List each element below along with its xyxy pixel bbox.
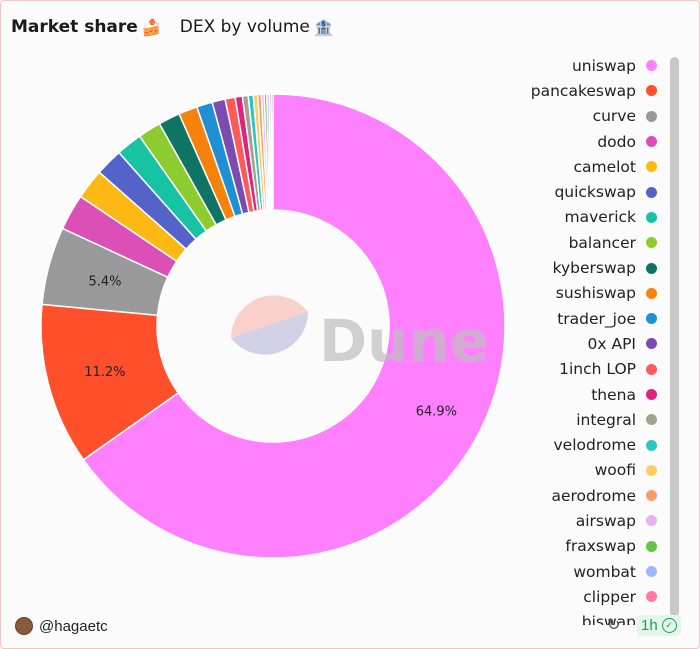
refresh-icon[interactable]: ↻ — [607, 617, 621, 634]
legend-label: sushiswap — [555, 284, 636, 303]
legend-item-1inch-lop[interactable]: 1inch LOP — [521, 357, 661, 382]
slice-biswap[interactable] — [270, 93, 274, 211]
legend-swatch — [646, 490, 657, 502]
legend-item-camelot[interactable]: camelot — [521, 154, 661, 179]
bank-icon: 🏦 — [313, 17, 334, 37]
legend-label: fraxswap — [565, 537, 636, 556]
legend-label: wombat — [573, 562, 636, 581]
legend-swatch — [646, 591, 657, 603]
legend-label: trader_joe — [557, 309, 636, 328]
legend-label: kyberswap — [552, 259, 636, 278]
legend-swatch — [646, 338, 657, 350]
legend-label: airswap — [575, 511, 636, 530]
legend-swatch — [646, 85, 657, 97]
legend-item-woofi[interactable]: woofi — [521, 458, 661, 483]
legend-item-velodrome[interactable]: velodrome — [521, 432, 661, 457]
author[interactable]: @hagaetc — [15, 617, 108, 635]
legend-swatch — [646, 262, 657, 274]
legend-label: 0x API — [587, 334, 636, 353]
check-icon: ✓ — [661, 618, 677, 633]
legend-swatch — [646, 211, 657, 223]
legend-swatch — [646, 414, 657, 426]
legend-item-dodo[interactable]: dodo — [521, 129, 661, 154]
slice-uniswap[interactable] — [82, 93, 506, 559]
legend-label: aerodrome — [551, 486, 636, 505]
legend-item-quickswap[interactable]: quickswap — [521, 179, 661, 204]
legend-item-aerodrome[interactable]: aerodrome — [521, 483, 661, 508]
legend-item-curve[interactable]: curve — [521, 104, 661, 129]
data-label-pancakeswap: 11.2% — [84, 365, 125, 380]
chart-legend: uniswap pancakeswap curve dodo camelot quicks… — [521, 53, 661, 625]
dune-logo-top — [231, 295, 308, 338]
author-handle[interactable]: @hagaetc — [39, 617, 108, 635]
legend-item-integral[interactable]: integral — [521, 407, 661, 432]
legend-swatch — [646, 540, 657, 552]
legend-label: thena — [591, 385, 636, 404]
chart-title: Market share — [11, 17, 138, 37]
legend-swatch — [646, 110, 657, 122]
chart-subtitle: DEX by volume — [179, 17, 310, 37]
legend-label: camelot — [573, 157, 636, 176]
refresh-time-badge: 1h ✓ — [637, 615, 681, 636]
legend-swatch — [646, 161, 657, 173]
legend-swatch — [646, 439, 657, 451]
legend-scrollbar-thumb[interactable] — [670, 57, 679, 617]
legend-swatch — [646, 464, 657, 476]
legend-label: uniswap — [571, 56, 636, 75]
legend-item-wombat[interactable]: wombat — [521, 559, 661, 584]
legend-label: pancakeswap — [530, 81, 636, 100]
legend-scrollbar[interactable] — [667, 57, 681, 617]
avatar — [15, 617, 33, 635]
legend-swatch — [646, 60, 657, 72]
data-label-curve: 5.4% — [88, 275, 121, 290]
legend-label: biswap — [581, 613, 636, 625]
legend-swatch — [646, 515, 657, 527]
legend-swatch — [646, 287, 657, 299]
legend-swatch — [646, 566, 657, 578]
cake-icon: 🍰 — [141, 17, 162, 37]
legend-swatch — [646, 313, 657, 325]
legend-label: woofi — [594, 461, 636, 480]
legend-swatch — [646, 363, 657, 375]
legend-item-fraxswap[interactable]: fraxswap — [521, 534, 661, 559]
legend-label: curve — [592, 107, 636, 126]
legend-item-balancer[interactable]: balancer — [521, 230, 661, 255]
legend-label: 1inch LOP — [559, 360, 636, 379]
legend-item-uniswap[interactable]: uniswap — [521, 53, 661, 78]
legend-item-0x-api[interactable]: 0x API — [521, 331, 661, 356]
legend-swatch — [646, 136, 657, 148]
legend-label: quickswap — [554, 183, 636, 202]
chart-header: Market share 🍰 DEX by volume 🏦 — [11, 15, 338, 39]
data-label-uniswap: 64.9% — [416, 405, 457, 420]
legend-label: clipper — [583, 587, 636, 606]
dune-logo-bottom — [231, 312, 308, 355]
dune-watermark: Dune — [319, 307, 489, 375]
legend-label: integral — [576, 410, 636, 429]
legend-swatch — [646, 389, 657, 400]
legend-swatch — [646, 237, 657, 249]
legend-item-maverick[interactable]: maverick — [521, 205, 661, 230]
legend-item-sushiswap[interactable]: sushiswap — [521, 281, 661, 306]
legend-label: dodo — [597, 132, 636, 151]
legend-label: maverick — [564, 208, 636, 227]
time-badge-label: 1h — [641, 617, 658, 634]
legend-item-kyberswap[interactable]: kyberswap — [521, 255, 661, 280]
donut-chart: Dune 64.9% 11.2% 5.4% — [40, 93, 506, 559]
legend-item-airswap[interactable]: airswap — [521, 508, 661, 533]
legend-label: velodrome — [553, 436, 637, 455]
legend-item-clipper[interactable]: clipper — [521, 584, 661, 609]
legend-swatch — [646, 186, 657, 198]
legend-label: balancer — [568, 233, 636, 252]
legend-item-thena[interactable]: thena — [521, 382, 661, 407]
legend-item-trader-joe[interactable]: trader_joe — [521, 306, 661, 331]
legend-item-pancakeswap[interactable]: pancakeswap — [521, 78, 661, 103]
